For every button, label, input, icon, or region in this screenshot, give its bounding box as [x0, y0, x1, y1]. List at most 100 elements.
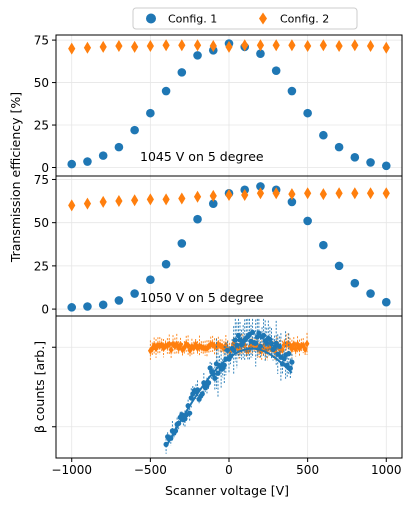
data-point	[267, 336, 273, 342]
data-point	[193, 190, 202, 203]
data-point	[180, 345, 185, 354]
data-point	[209, 189, 217, 202]
data-point	[319, 188, 327, 201]
data-point	[98, 300, 108, 310]
data-point	[366, 187, 375, 200]
data-point	[185, 341, 191, 350]
data-point	[187, 410, 193, 416]
data-point	[99, 40, 107, 53]
data-point	[172, 342, 178, 351]
data-point	[334, 261, 344, 271]
data-point	[350, 278, 360, 288]
data-point	[351, 39, 359, 52]
y-tick-label: 25	[34, 119, 49, 133]
data-point	[68, 199, 76, 212]
data-point	[287, 197, 297, 207]
grid-bottom	[56, 316, 402, 458]
data-point	[319, 39, 327, 52]
shared-y-axis-label: Transmission efficiency [%]	[8, 92, 23, 263]
data-point	[193, 39, 202, 52]
x-tick-label: 0	[225, 463, 233, 477]
series-2-middle	[68, 187, 390, 212]
data-point	[147, 346, 153, 355]
y-tick-label: 50	[34, 216, 49, 230]
data-point	[193, 51, 202, 60]
y-tick-label: 75	[34, 34, 49, 48]
fit-curve	[165, 347, 293, 448]
data-point	[212, 375, 218, 381]
data-point	[257, 343, 264, 349]
y-tick-label: 75	[34, 173, 49, 187]
data-point	[99, 195, 107, 208]
panel-bottom	[52, 315, 403, 462]
data-point	[366, 158, 375, 167]
legend: Config. 1 Config. 2	[132, 7, 358, 30]
data-point	[67, 159, 77, 169]
data-point	[161, 259, 171, 269]
y-tick-label: 0	[41, 161, 49, 175]
data-point	[288, 188, 296, 201]
data-point	[199, 391, 205, 397]
data-point	[350, 153, 360, 162]
data-point	[177, 68, 187, 77]
data-point	[159, 340, 165, 349]
data-point	[68, 42, 76, 55]
data-point	[146, 275, 155, 285]
x-tick-labels: −1000 −500 0 500 1000	[51, 463, 401, 477]
axes-frame-bottom	[55, 315, 403, 459]
data-point	[193, 214, 202, 224]
data-point	[304, 339, 310, 348]
data-point	[161, 344, 166, 353]
data-point	[241, 189, 249, 202]
data-point	[130, 289, 139, 298]
x-axis-label: Scanner voltage [V]	[165, 483, 289, 498]
data-point	[83, 197, 92, 210]
data-point	[209, 40, 217, 53]
data-point	[210, 340, 216, 349]
panel-top: 1045 V on 5 degree 0 25 50 75	[34, 34, 403, 177]
data-point	[115, 40, 123, 53]
data-point	[241, 39, 249, 52]
data-point	[178, 39, 186, 52]
y-tick-label: 25	[34, 259, 49, 273]
data-point	[215, 340, 221, 349]
data-point	[382, 187, 390, 200]
grid-middle	[56, 176, 402, 316]
data-point	[351, 187, 359, 200]
data-point	[319, 240, 328, 250]
data-point	[271, 66, 281, 75]
data-point	[300, 341, 306, 350]
data-point	[178, 192, 186, 205]
data-point	[261, 332, 267, 338]
data-point	[162, 39, 170, 52]
data-point	[256, 182, 265, 191]
data-point	[130, 125, 139, 135]
y-tick-label: 50	[34, 76, 49, 90]
legend-marker-config1	[146, 13, 156, 24]
data-point	[204, 344, 210, 353]
data-point	[83, 41, 92, 54]
data-point	[256, 39, 265, 52]
data-point	[289, 359, 295, 365]
legend-label-config2: Config. 2	[280, 13, 329, 26]
data-point	[297, 344, 302, 353]
data-point	[208, 199, 218, 208]
data-point	[302, 345, 308, 354]
data-point	[272, 187, 280, 200]
data-point	[131, 40, 139, 53]
data-point	[381, 161, 391, 171]
data-point	[335, 187, 343, 200]
data-point	[225, 40, 233, 53]
data-point	[162, 193, 170, 206]
panel-middle: 1050 V on 5 degree 0 25 50 75	[34, 173, 403, 317]
data-point	[303, 108, 312, 118]
data-point	[146, 193, 154, 206]
data-point	[114, 142, 124, 152]
data-point	[166, 340, 172, 349]
x-tick-label: −500	[134, 463, 167, 477]
data-point	[114, 296, 124, 305]
data-point	[303, 216, 312, 226]
data-point	[191, 343, 197, 352]
data-point	[115, 195, 123, 208]
